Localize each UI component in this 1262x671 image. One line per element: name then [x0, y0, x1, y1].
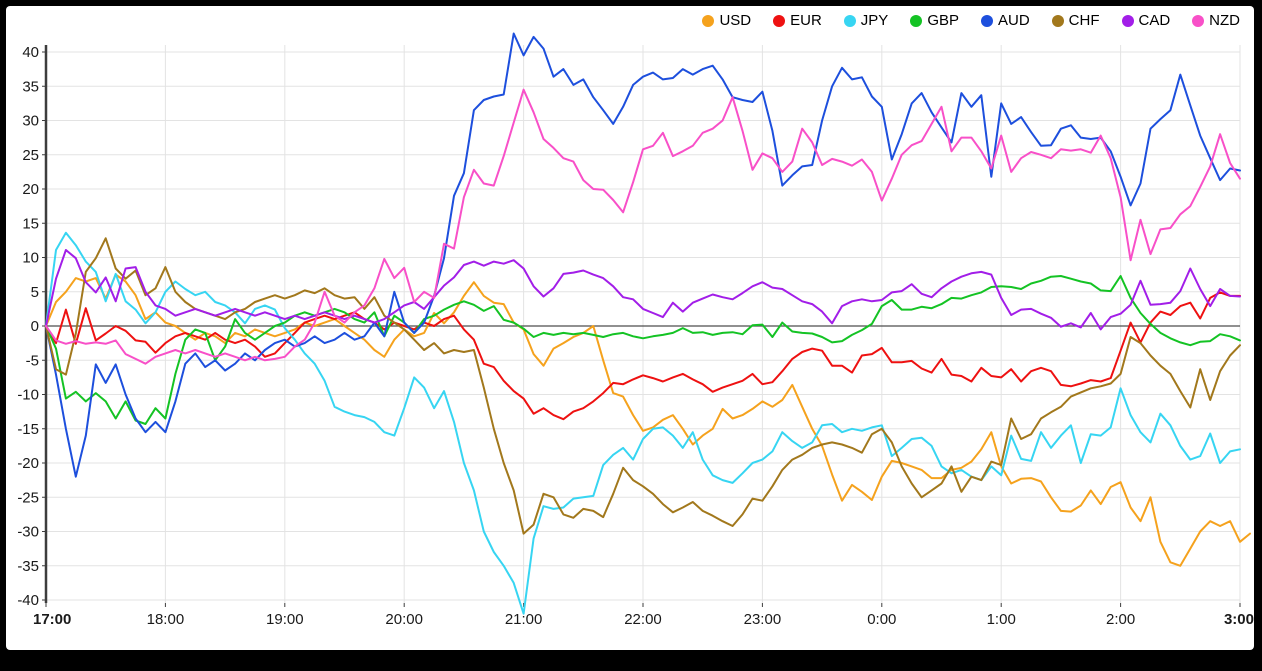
x-axis-label: 18:00 — [147, 611, 185, 628]
y-axis-label: 20 — [22, 181, 39, 198]
x-axis-label: 0:00 — [867, 611, 896, 628]
legend-item-JPY[interactable]: JPY — [843, 12, 889, 29]
legend-item-CHF[interactable]: CHF — [1051, 12, 1100, 29]
legend-item-AUD[interactable]: AUD — [981, 13, 1030, 28]
strength-chart: -40 -35 -30 -25 -20 -15 -10 -5 0 5 10 15 20 25 30 35 40 1… — [17, 32, 1254, 628]
y-axis-label: 15 — [22, 215, 39, 232]
legend-label: AUD — [998, 12, 1030, 29]
x-axis-label: 20:00 — [385, 611, 423, 628]
legend-item-CAD[interactable]: CAD — [1121, 12, 1171, 29]
series-line-GBP — [45, 275, 1241, 425]
legend-label: USD — [719, 12, 752, 29]
series-line-EUR — [45, 291, 1241, 421]
legend-dot-icon — [843, 14, 856, 27]
series-line-NZD — [45, 88, 1241, 365]
legend-dot-icon — [773, 14, 786, 27]
legend-label: JPY — [860, 12, 889, 29]
legend-label: CHF — [1068, 12, 1100, 29]
y-axis-label: -30 — [17, 524, 39, 541]
legend-item-NZD[interactable]: NZD — [1192, 13, 1240, 28]
series-line-AUD — [45, 32, 1241, 478]
y-axis-label: -10 — [17, 387, 39, 404]
y-axis-label: 30 — [22, 113, 39, 130]
x-axis-label: 19:00 — [266, 611, 304, 628]
series-line-CAD — [45, 249, 1241, 331]
legend-item-GBP[interactable]: GBP — [910, 13, 959, 28]
legend-label: NZD — [1209, 12, 1240, 29]
legend-dot-icon — [1051, 14, 1064, 27]
chart-surface: USD EUR JPY GBP AUD CHF CAD NZD -40 -35 -30 -25 -20… — [6, 6, 1254, 650]
legend-dot-icon — [1121, 14, 1134, 27]
y-axis-label: 5 — [31, 284, 39, 301]
y-axis-label: 40 — [22, 44, 39, 61]
y-axis-label: -35 — [17, 558, 39, 575]
y-axis-label: 35 — [22, 78, 39, 95]
legend-label: CAD — [1138, 12, 1171, 29]
y-axis-label: -15 — [17, 421, 39, 438]
legend-label: GBP — [927, 12, 959, 29]
legend-dot-icon — [910, 14, 923, 27]
x-axis-label: 21:00 — [505, 611, 543, 628]
legend-dot-icon — [702, 14, 715, 27]
legend-label: EUR — [790, 12, 822, 29]
chart-legend: USD EUR JPY GBP AUD CHF CAD NZD — [702, 13, 1240, 28]
x-axis-label: 17:00 — [33, 611, 71, 628]
legend-dot-icon — [981, 14, 993, 27]
legend-dot-icon — [1192, 14, 1205, 27]
x-axis-label: 22:00 — [624, 611, 662, 628]
x-axis-label: 23:00 — [744, 611, 782, 628]
y-axis-label: -25 — [17, 489, 39, 506]
x-axis-label: 1:00 — [987, 611, 1016, 628]
y-axis-label: 10 — [22, 250, 39, 267]
legend-item-USD[interactable]: USD — [702, 13, 751, 28]
y-axis-label: 0 — [31, 318, 39, 335]
y-axis-label: -20 — [17, 455, 39, 472]
series-line-JPY — [45, 231, 1241, 615]
x-axis-label: 2:00 — [1106, 611, 1135, 628]
legend-item-EUR[interactable]: EUR — [773, 13, 822, 28]
y-axis-label: -40 — [17, 592, 39, 609]
y-axis-label: 25 — [22, 147, 39, 164]
y-axis-label: -5 — [26, 352, 39, 369]
series-line-CHF — [45, 237, 1241, 535]
x-axis-label: 3:00 — [1224, 611, 1254, 628]
